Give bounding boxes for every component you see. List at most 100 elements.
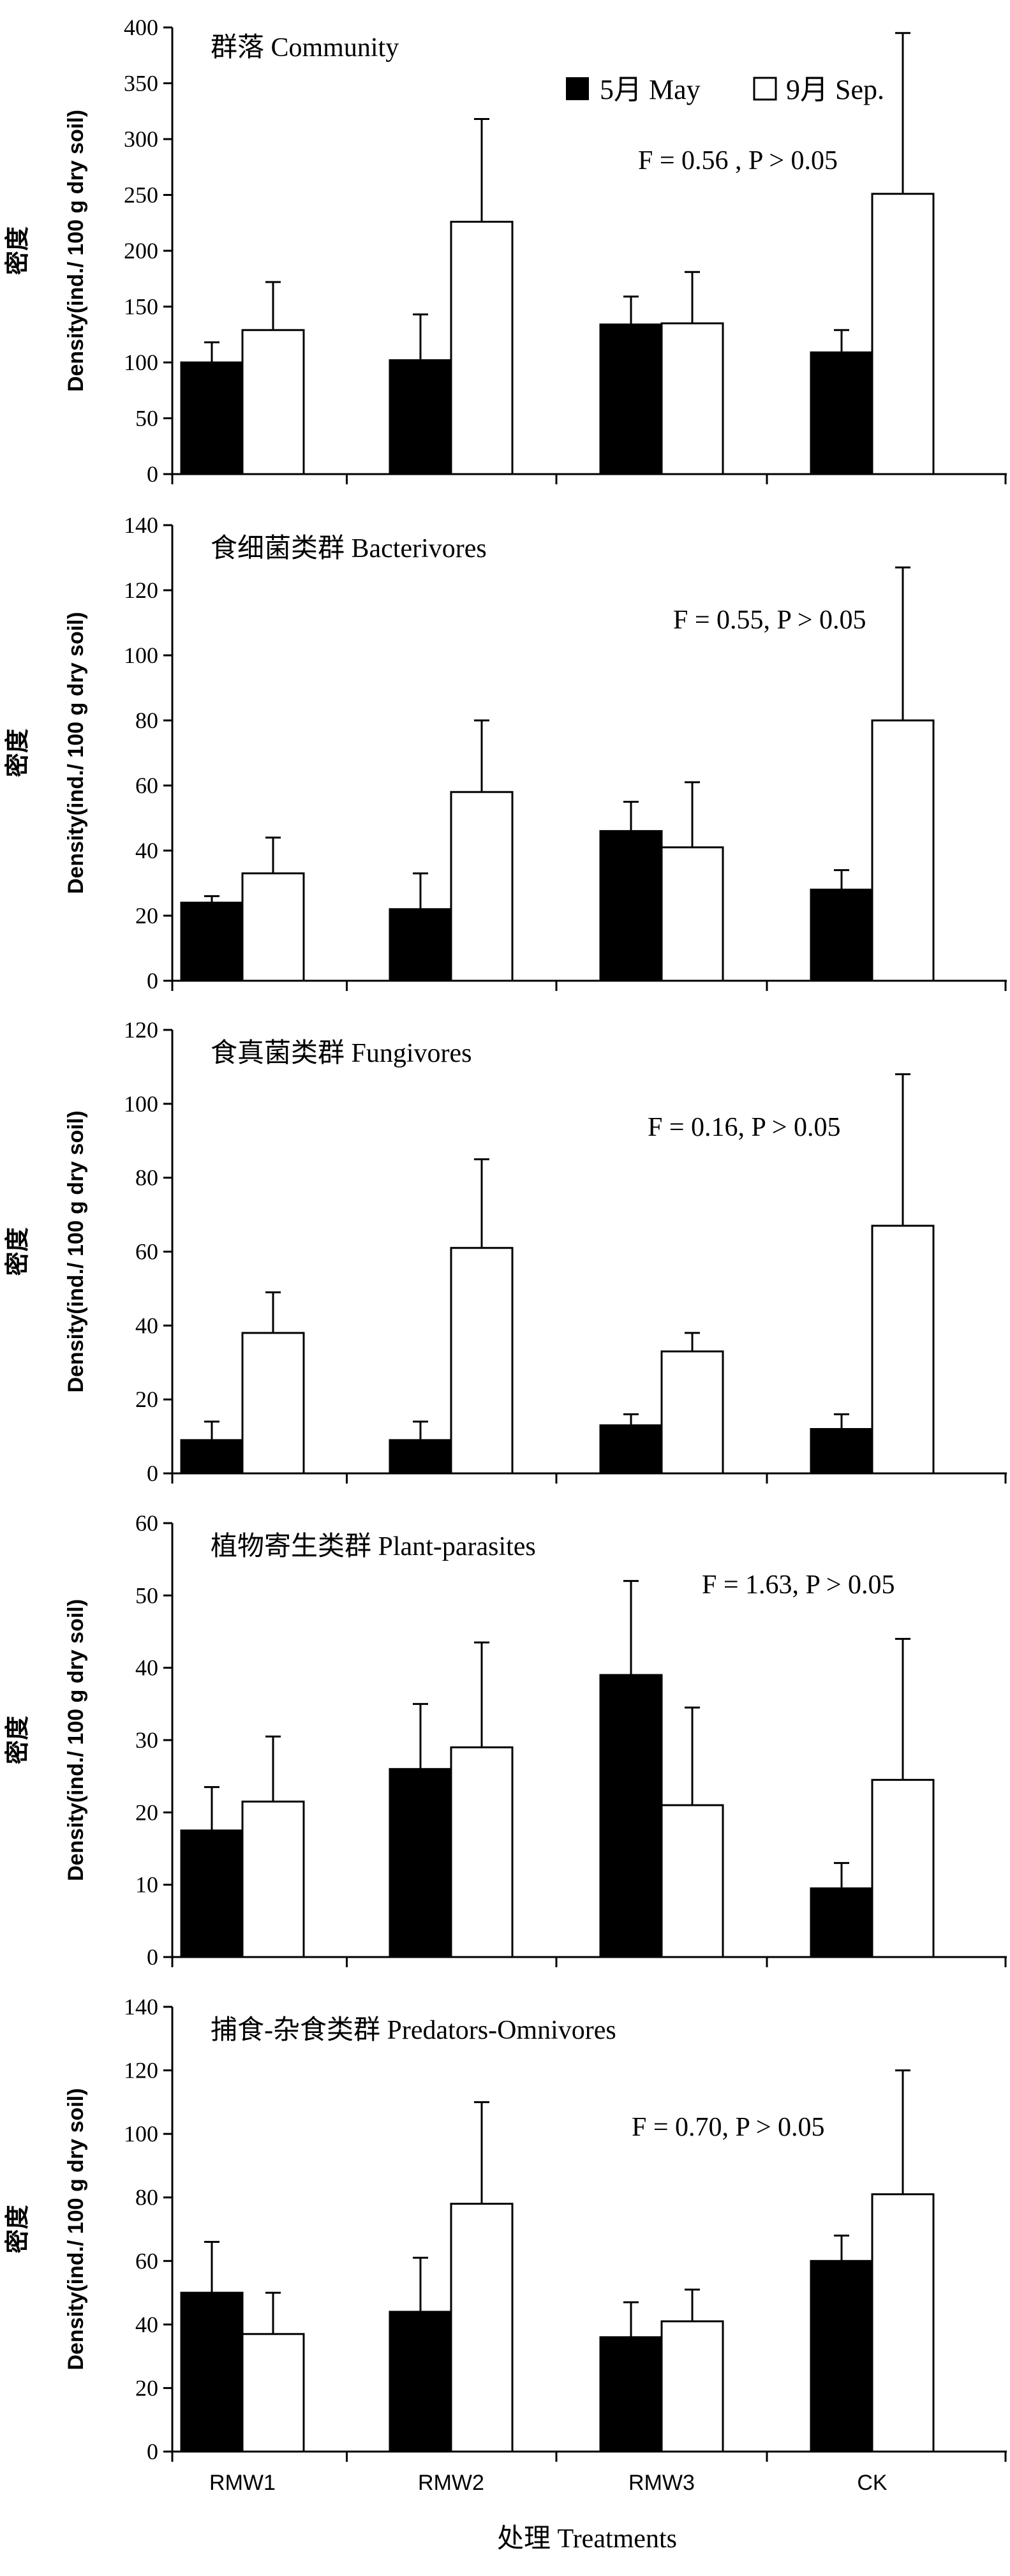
bar-may [599, 1674, 663, 1958]
legend: 5月 May 9月 Sep. [566, 74, 884, 105]
y-axis-label-cn: 密度 [3, 1716, 31, 1764]
bar-sep [871, 1225, 935, 1475]
bar-may [180, 902, 244, 982]
bar-sep [450, 1247, 514, 1475]
x-tick-label: RMW3 [628, 2471, 695, 2495]
y-tick-label: 120 [124, 2058, 158, 2083]
y-tick-label: 0 [147, 968, 158, 994]
y-axis-label-en: Density(ind./ 100 g dry soil) [64, 1599, 88, 1881]
bar-sep [241, 1332, 305, 1475]
y-tick-label: 50 [135, 1582, 158, 1608]
bar-sep [871, 2193, 935, 2453]
bar-may [389, 1439, 452, 1475]
legend-may-swatch [566, 77, 589, 100]
chart-panel-2: 0 20 40 60 80 100 120 140 食细菌类群 Bacterivores F = … [3, 512, 1007, 994]
bar-may [599, 324, 663, 475]
panel-title: 食细菌类群 Bacterivores [211, 533, 487, 563]
bar-may [810, 1428, 873, 1475]
y-tick-label: 100 [124, 350, 158, 375]
stat-annotation: F = 0.70, P > 0.05 [632, 2113, 825, 2142]
bar-sep [871, 719, 935, 982]
y-axis-label-cn: 密度 [3, 227, 31, 275]
y-tick-label: 200 [124, 238, 158, 264]
bar-sep [241, 1800, 305, 1958]
stat-annotation: F = 1.63, P > 0.05 [702, 1570, 895, 1600]
bar-sep [450, 791, 514, 982]
bar-sep [660, 2320, 724, 2453]
x-tick-label: CK [857, 2471, 887, 2495]
y-tick-label: 120 [124, 1017, 158, 1043]
legend-sep-label: 9月 Sep. [786, 74, 884, 105]
bar-sep [241, 329, 305, 475]
legend-sep-swatch [753, 77, 777, 101]
bar-sep [871, 1778, 935, 1958]
chart-panel-5: 0 20 40 60 80 100 120 140 捕食-杂食类群 Predators-Omni… [3, 1994, 1007, 2464]
x-tick-label: RMW2 [418, 2471, 484, 2495]
y-tick-label: 100 [124, 1091, 158, 1117]
bar-may [389, 359, 452, 475]
bar-may [389, 908, 452, 982]
y-axis-label-en: Density(ind./ 100 g dry soil) [64, 612, 88, 894]
bar-may [389, 1768, 452, 1958]
y-tick-label: 0 [147, 2439, 158, 2464]
y-tick-label: 0 [147, 1461, 158, 1486]
y-tick-label: 20 [135, 1387, 158, 1412]
bar-sep [450, 1746, 514, 1958]
y-tick-label: 140 [124, 512, 158, 538]
y-tick-label: 0 [147, 1944, 158, 1970]
y-axis-label-en: Density(ind./ 100 g dry soil) [64, 2088, 88, 2370]
panel-title: 食真菌类群 Fungivores [211, 1038, 472, 1068]
bar-sep [660, 322, 724, 475]
bar-may [389, 2311, 452, 2453]
y-tick-label: 300 [124, 126, 158, 152]
stat-annotation: F = 0.56 , P > 0.05 [638, 146, 838, 175]
bar-may [810, 888, 873, 982]
panel-title: 植物寄生类群 Plant-parasites [211, 1532, 536, 1561]
x-axis-label: 处理 Treatments [497, 2524, 677, 2554]
y-tick-label: 20 [135, 2375, 158, 2401]
y-tick-label: 80 [135, 1165, 158, 1191]
y-tick-label: 80 [135, 2185, 158, 2210]
bar-sep [660, 1350, 724, 1475]
x-tick-label: RMW1 [209, 2471, 276, 2495]
y-tick-label: 100 [124, 2121, 158, 2147]
bar-sep [660, 846, 724, 982]
y-tick-label: 120 [124, 577, 158, 603]
bar-sep [660, 1804, 724, 1958]
y-tick-label: 60 [135, 773, 158, 798]
bar-may [810, 2260, 873, 2453]
y-axis-label-cn: 密度 [3, 729, 31, 777]
y-tick-label: 400 [124, 15, 158, 40]
y-tick-label: 150 [124, 294, 158, 320]
bar-may [180, 361, 244, 475]
bar-sep [450, 2203, 514, 2453]
y-tick-label: 30 [135, 1727, 158, 1753]
y-tick-label: 250 [124, 182, 158, 208]
y-tick-label: 100 [124, 643, 158, 668]
y-tick-label: 40 [135, 838, 158, 863]
bar-may [180, 2291, 244, 2453]
legend-may-label: 5月 May [600, 74, 701, 105]
y-tick-label: 60 [135, 1510, 158, 1536]
stat-annotation: F = 0.16, P > 0.05 [648, 1113, 841, 1142]
bar-may [599, 830, 663, 982]
bar-may [599, 2336, 663, 2453]
bar-sep [450, 221, 514, 475]
y-tick-label: 0 [147, 461, 158, 487]
y-axis-label-en: Density(ind./ 100 g dry soil) [64, 110, 88, 392]
y-tick-label: 80 [135, 708, 158, 733]
chart-panel-1: 0 50 100 150 200 250 300 350 400 群落 Community F = … [3, 15, 1007, 487]
stat-annotation: F = 0.55, P > 0.05 [673, 606, 866, 635]
bar-may [810, 351, 873, 475]
y-tick-label: 40 [135, 1655, 158, 1681]
y-tick-label: 140 [124, 1994, 158, 2020]
bar-sep [241, 872, 305, 982]
y-tick-label: 20 [135, 1799, 158, 1825]
y-tick-label: 60 [135, 1239, 158, 1265]
y-tick-label: 10 [135, 1872, 158, 1898]
chart-panel-3: 0 20 40 60 80 100 120 食真菌类群 Fungivores F = 0.16,… [3, 1017, 1007, 1486]
y-tick-label: 40 [135, 1313, 158, 1338]
panel-title: 捕食-杂食类群 Predators-Omnivores [211, 2015, 616, 2045]
